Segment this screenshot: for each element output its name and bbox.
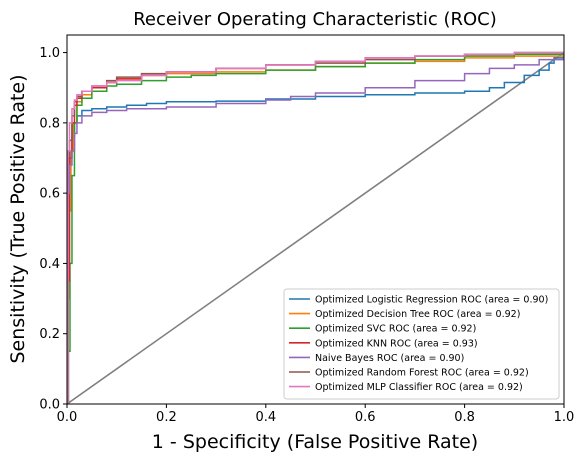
roc-line-7: [67, 51, 564, 404]
x-tick-label: 0.0: [57, 410, 78, 425]
y-tick-label: 1.0: [39, 46, 60, 61]
legend-box: [283, 288, 560, 400]
y-tick-label: 0.4: [39, 257, 60, 272]
legend-label-3: Optimized SVC ROC (area = 0.92): [315, 324, 476, 335]
y-axis-ticks: 0.0 0.2 0.4 0.6 0.8 1.0: [39, 46, 67, 413]
x-tick-label: 0.6: [355, 410, 376, 425]
y-tick-label: 0.8: [39, 116, 60, 131]
roc-line-5: [67, 52, 564, 404]
y-tick-label: 0.6: [39, 187, 60, 202]
x-tick-label: 1.0: [554, 410, 575, 425]
chance-diagonal-line: [67, 51, 564, 404]
x-axis-label: 1 - Specificity (False Positive Rate): [152, 431, 478, 453]
x-tick-label: 0.2: [156, 410, 177, 425]
y-axis-label: Sensitivity (True Positive Rate): [7, 74, 29, 363]
legend-label-6: Optimized Random Forest ROC (area = 0.92…: [315, 368, 529, 379]
legend: Optimized Logistic Regression ROC (area …: [283, 288, 560, 400]
x-axis-ticks: 0.0 0.2 0.4 0.6 0.8 1.0: [57, 404, 575, 425]
x-tick-label: 0.8: [454, 410, 475, 425]
plot-frame: [66, 34, 565, 405]
y-tick-label: 0.0: [39, 398, 60, 413]
legend-entries: Optimized Logistic Regression ROC (area …: [289, 295, 548, 393]
legend-label-5: Naive Bayes ROC (area = 0.90): [315, 353, 464, 364]
y-tick-label: 0.2: [39, 327, 60, 342]
legend-label-7: Optimized MLP Classifier ROC (area = 0.9…: [315, 382, 523, 393]
chart-title: Receiver Operating Characteristic (ROC): [133, 9, 497, 30]
legend-label-2: Optimized Decision Tree ROC (area = 0.92…: [315, 309, 520, 320]
series-layer: [67, 51, 564, 404]
legend-label-1: Optimized Logistic Regression ROC (area …: [315, 295, 548, 306]
legend-label-4: Optimized KNN ROC (area = 0.93): [315, 338, 478, 349]
x-tick-label: 0.4: [255, 410, 276, 425]
plot-area: [66, 34, 565, 405]
